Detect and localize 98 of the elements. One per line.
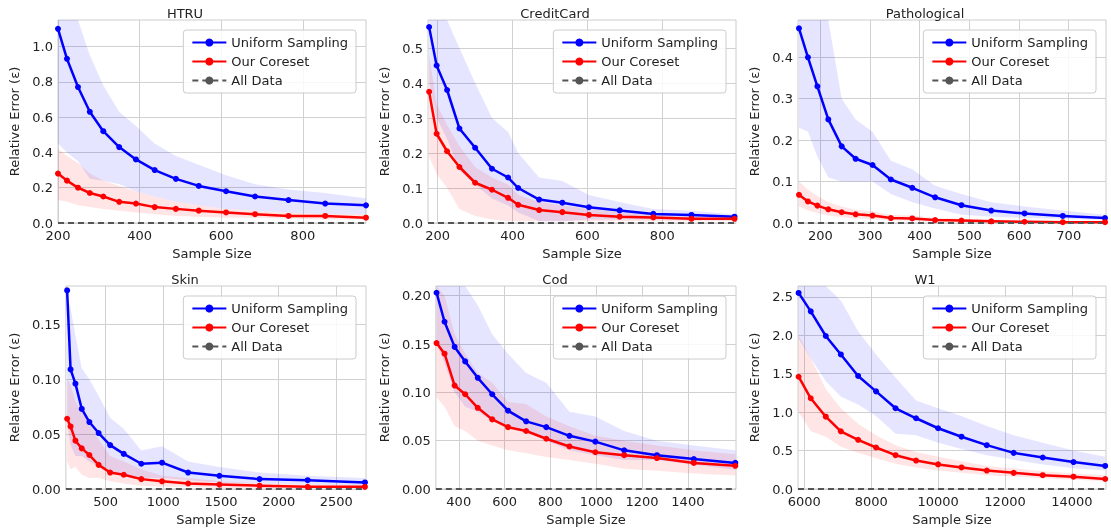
x-tick-label: 1000 <box>579 493 613 509</box>
y-tick-label: 0.0 <box>772 481 793 496</box>
x-axis-title: Sample Size <box>542 246 622 261</box>
x-tick-label: 200 <box>45 228 71 243</box>
chart-title: CreditCard <box>520 6 590 21</box>
chart-title: Pathological <box>885 6 965 21</box>
legend-label: Our Coreset <box>601 319 680 335</box>
x-tick-label: 6000 <box>787 493 821 509</box>
legend-label: Uniform Sampling <box>971 35 1089 50</box>
x-tick-label: 600 <box>575 228 600 243</box>
y-axis-title: Relative Error (ε) <box>7 332 22 442</box>
y-tick-label: 0.8 <box>32 74 53 90</box>
legend-label: Our Coreset <box>231 319 310 335</box>
y-axis-title: Relative Error (ε) <box>377 66 392 177</box>
y-axis-title: Relative Error (ε) <box>747 332 762 442</box>
x-tick-label: 700 <box>1056 228 1082 243</box>
y-tick-label: 0.2 <box>772 132 793 148</box>
chart-title: W1 <box>914 271 936 287</box>
x-tick-label: 200 <box>807 228 833 243</box>
chart-title: HTRU <box>166 6 204 21</box>
legend-label: Our Coreset <box>971 54 1050 69</box>
y-tick-label: 0.2 <box>32 180 53 196</box>
y-tick-label: 0.3 <box>402 110 423 126</box>
x-tick-label: 800 <box>649 228 675 243</box>
y-tick-label: 0.15 <box>401 336 431 351</box>
chart-title: Skin <box>171 271 199 287</box>
x-axis-title: Sample Size <box>546 511 626 527</box>
x-tick-label: 600 <box>1006 228 1032 243</box>
y-tick-label: 0.0 <box>772 215 793 231</box>
y-tick-label: 0.3 <box>772 91 793 107</box>
x-tick-label: 300 <box>857 228 883 243</box>
legend-label: Uniform Sampling <box>971 300 1089 316</box>
y-axis-title: Relative Error (ε) <box>377 332 392 442</box>
legend-label: Uniform Sampling <box>231 35 349 50</box>
legend-label: Uniform Sampling <box>231 300 349 316</box>
x-tick-label: 1400 <box>671 493 705 509</box>
y-tick-label: 1.0 <box>32 38 53 54</box>
y-tick-label: 0.6 <box>32 109 53 125</box>
y-tick-label: 0.05 <box>31 426 61 442</box>
x-tick-label: 2000 <box>262 493 296 509</box>
y-tick-label: 2.0 <box>772 327 793 343</box>
y-tick-label: 0.2 <box>402 145 423 161</box>
x-tick-label: 400 <box>500 228 525 243</box>
y-tick-label: 0.4 <box>402 75 423 91</box>
legend-label: Uniform Sampling <box>601 300 719 316</box>
x-tick-label: 400 <box>446 493 472 509</box>
legend-label: All Data <box>231 338 283 354</box>
x-tick-label: 14000 <box>1051 493 1093 509</box>
legend-label: All Data <box>231 73 283 88</box>
x-axis-title: Sample Size <box>912 511 992 527</box>
y-tick-label: 0.20 <box>401 287 431 303</box>
x-tick-label: 500 <box>956 228 982 243</box>
y-tick-label: 0.1 <box>772 174 793 190</box>
x-tick-label: 10000 <box>917 493 959 509</box>
x-tick-label: 1500 <box>204 493 238 509</box>
legend-label: All Data <box>971 73 1023 88</box>
legend-label: All Data <box>601 73 653 88</box>
x-tick-label: 1200 <box>625 493 659 509</box>
x-tick-label: 400 <box>907 228 933 243</box>
y-axis-title: Relative Error (ε) <box>747 66 762 177</box>
x-tick-label: 400 <box>127 228 152 243</box>
y-tick-label: 0.0 <box>402 215 423 231</box>
y-tick-label: 0.05 <box>401 432 431 448</box>
x-tick-label: 800 <box>290 228 316 243</box>
x-tick-label: 2500 <box>319 493 353 509</box>
y-tick-label: 0.4 <box>772 49 793 65</box>
x-axis-title: Sample Size <box>912 246 992 261</box>
chart-title: Cod <box>542 271 568 287</box>
x-tick-label: 500 <box>93 493 119 509</box>
y-tick-label: 1.5 <box>772 365 793 381</box>
y-tick-label: 0.5 <box>772 442 793 458</box>
y-tick-label: 0.00 <box>401 481 431 496</box>
x-tick-label: 1000 <box>146 493 180 509</box>
x-tick-label: 600 <box>492 493 517 509</box>
y-tick-label: 0.10 <box>401 384 431 400</box>
legend-label: Our Coreset <box>231 54 310 69</box>
y-tick-label: 0.0 <box>32 215 53 231</box>
y-tick-label: 0.10 <box>31 371 61 387</box>
x-tick-label: 12000 <box>984 493 1026 509</box>
y-tick-label: 0.1 <box>402 180 423 196</box>
x-axis-title: Sample Size <box>172 246 252 261</box>
y-tick-label: 0.5 <box>402 40 423 56</box>
y-axis-title: Relative Error (ε) <box>7 66 22 177</box>
y-tick-label: 2.5 <box>772 288 793 304</box>
y-tick-label: 0.00 <box>31 481 61 496</box>
legend-label: All Data <box>601 338 653 354</box>
legend-label: Our Coreset <box>971 319 1050 335</box>
legend-label: All Data <box>971 338 1023 354</box>
x-axis-title: Sample Size <box>176 511 256 527</box>
x-tick-label: 200 <box>425 228 451 243</box>
y-tick-label: 0.4 <box>32 144 53 160</box>
legend-label: Our Coreset <box>601 54 680 69</box>
x-tick-label: 800 <box>537 493 563 509</box>
y-tick-label: 1.0 <box>772 404 793 420</box>
y-tick-label: 0.15 <box>31 316 61 332</box>
legend-label: Uniform Sampling <box>601 35 719 50</box>
x-tick-label: 600 <box>208 228 234 243</box>
x-tick-label: 8000 <box>854 493 888 509</box>
